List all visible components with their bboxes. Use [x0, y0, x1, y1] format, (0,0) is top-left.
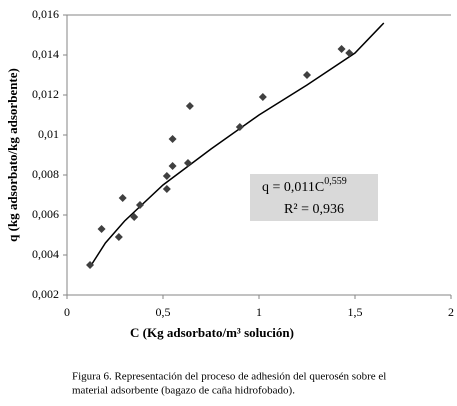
- y-tick-label: 0,002: [32, 287, 59, 301]
- data-point: [303, 71, 311, 79]
- caption-line: Figura 6. Representación del proceso de …: [72, 371, 386, 383]
- fit-curve: [89, 22, 385, 268]
- y-axis-title: q (kg adsorbato/kg adsorbente): [5, 68, 20, 242]
- y-tick-label: 0,016: [32, 7, 59, 21]
- equation: q = 0,011C: [262, 180, 324, 195]
- data-point: [185, 102, 194, 110]
- x-tick-label: 1: [256, 305, 262, 319]
- data-point: [135, 201, 144, 209]
- data-point: [168, 162, 177, 170]
- y-tick-label: 0,004: [32, 247, 59, 261]
- x-tick-label: 1,5: [348, 305, 363, 319]
- data-point: [183, 159, 192, 167]
- data-point: [162, 185, 171, 193]
- data-point: [162, 172, 171, 180]
- x-tick-label: 0: [64, 305, 70, 319]
- data-point: [235, 123, 244, 131]
- data-point: [114, 233, 123, 241]
- y-tick-label: 0,008: [32, 167, 59, 181]
- r-squared: R² = 0,936: [284, 202, 344, 217]
- data-point: [168, 135, 177, 143]
- data-point: [130, 213, 139, 221]
- y-tick-label: 0,01: [38, 127, 59, 141]
- data-point: [118, 194, 127, 202]
- y-tick-label: 0,014: [32, 47, 59, 61]
- data-point: [345, 49, 354, 57]
- y-tick-label: 0,012: [32, 87, 59, 101]
- x-tick-label: 0,5: [156, 305, 171, 319]
- fit-equation: q = 0,011C0,559: [262, 176, 347, 195]
- data-point: [86, 261, 95, 269]
- x-tick-label: 2: [448, 305, 454, 319]
- data-point: [337, 45, 346, 53]
- annotation-box: [250, 174, 378, 221]
- exponent: 0,559: [324, 176, 347, 187]
- data-point: [258, 93, 267, 101]
- y-tick-label: 0,006: [32, 207, 59, 221]
- x-axis-title: C (Kg adsorbato/m³ solución): [130, 325, 294, 340]
- data-point: [97, 225, 106, 233]
- caption-line: material adsorbente (bagazo de caña hidr…: [72, 385, 295, 397]
